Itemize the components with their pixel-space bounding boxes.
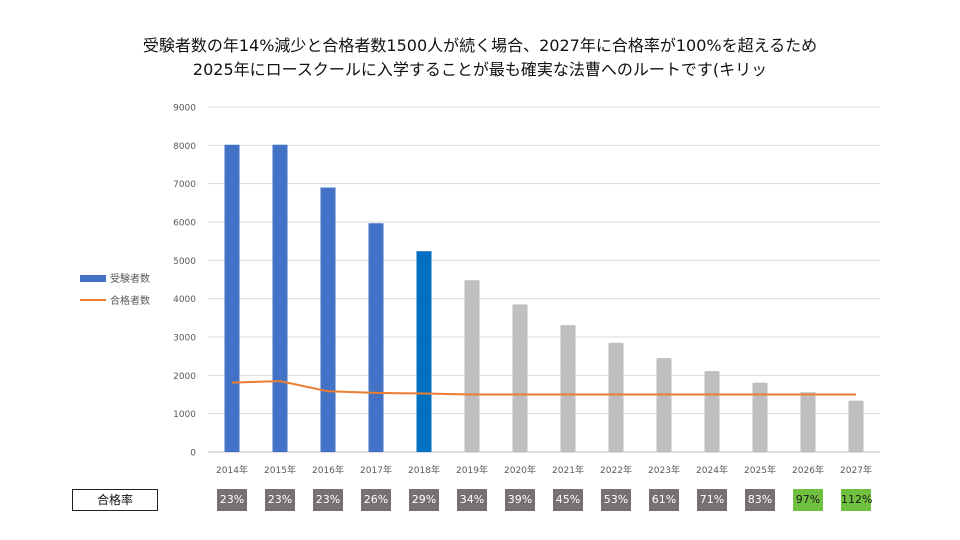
bar-examinees xyxy=(416,251,432,452)
pass-rate-value: 23% xyxy=(265,489,295,511)
x-tick-label: 2016年 xyxy=(312,464,344,476)
y-tick-label: 9000 xyxy=(173,104,196,114)
y-tick-label: 1000 xyxy=(173,410,196,420)
y-tick-label: 4000 xyxy=(173,295,196,305)
x-tick-label: 2023年 xyxy=(648,464,680,476)
bar-examinees xyxy=(512,304,528,452)
y-axis-ticks: 0 1000 2000 3000 4000 5000 6000 7000 8000 9000 xyxy=(173,104,196,459)
x-tick-label: 2019年 xyxy=(456,464,488,476)
pass-rate-value: 23% xyxy=(313,489,343,511)
pass-rate-value: 61% xyxy=(649,489,679,511)
bar-examinees xyxy=(800,392,816,452)
chart-title: 受験者数の年14%減少と合格者数1500人が続く場合、2027年に合格率が100… xyxy=(0,34,960,82)
bars xyxy=(224,144,864,452)
legend-swatch-examinees xyxy=(80,275,106,282)
pass-rate-value: 34% xyxy=(457,489,487,511)
pass-count-line xyxy=(231,380,856,396)
pass-rate-value: 97% xyxy=(793,489,823,511)
x-tick-label: 2018年 xyxy=(408,464,440,476)
bar-examinees xyxy=(224,144,240,452)
pass-rate-value: 83% xyxy=(745,489,775,511)
x-tick-label: 2020年 xyxy=(504,464,536,476)
line-passers xyxy=(231,380,856,396)
bar-examinees xyxy=(656,358,672,452)
x-tick-label: 2024年 xyxy=(696,464,728,476)
pass-rate-value: 39% xyxy=(505,489,535,511)
pass-rate-label: 合格率 xyxy=(72,489,158,511)
y-tick-label: 6000 xyxy=(173,219,196,229)
chart-title-line-2: 2025年にロースクールに入学することが最も確実な法曹へのルートです(キリッ xyxy=(192,60,768,79)
x-tick-label: 2026年 xyxy=(792,464,824,476)
bar-examinees xyxy=(464,280,480,452)
gridlines xyxy=(208,106,880,453)
pass-rate-value: 53% xyxy=(601,489,631,511)
y-tick-label: 0 xyxy=(190,449,196,459)
x-tick-label: 2027年 xyxy=(840,464,872,476)
legend-label-passers: 合格者数 xyxy=(110,294,150,307)
x-tick-label: 2022年 xyxy=(600,464,632,476)
y-tick-label: 2000 xyxy=(173,372,196,382)
x-tick-label: 2014年 xyxy=(216,464,248,476)
y-tick-label: 5000 xyxy=(173,257,196,267)
x-tick-label: 2015年 xyxy=(264,464,296,476)
pass-rate-value: 45% xyxy=(553,489,583,511)
bar-examinees xyxy=(704,371,720,452)
y-tick-label: 8000 xyxy=(173,142,196,152)
pass-rate-value: 29% xyxy=(409,489,439,511)
legend: 受験者数 合格者数 xyxy=(80,272,150,307)
bar-examinees xyxy=(848,400,864,452)
bar-examinees xyxy=(368,223,384,452)
bar-examinees xyxy=(320,187,336,452)
x-tick-label: 2021年 xyxy=(552,464,584,476)
x-axis-ticks: 2014年 2015年 2016年 2017年 2018年 2019年 2020年 2021年… xyxy=(216,464,872,476)
x-tick-label: 2017年 xyxy=(360,464,392,476)
bar-examinees xyxy=(560,325,576,452)
x-tick-label: 2025年 xyxy=(744,464,776,476)
y-tick-label: 7000 xyxy=(173,180,196,190)
bar-examinees xyxy=(752,382,768,452)
legend-label-examinees: 受験者数 xyxy=(110,272,150,285)
pass-rate-value: 23% xyxy=(217,489,247,511)
bar-examinees xyxy=(272,144,288,452)
pass-rate-value: 26% xyxy=(361,489,391,511)
pass-rate-value: 112% xyxy=(841,489,872,511)
y-tick-label: 3000 xyxy=(173,334,196,344)
bar-examinees xyxy=(608,342,624,452)
chart-title-line-1: 受験者数の年14%減少と合格者数1500人が続く場合、2027年に合格率が100… xyxy=(142,36,818,55)
pass-rate-value: 71% xyxy=(697,489,727,511)
